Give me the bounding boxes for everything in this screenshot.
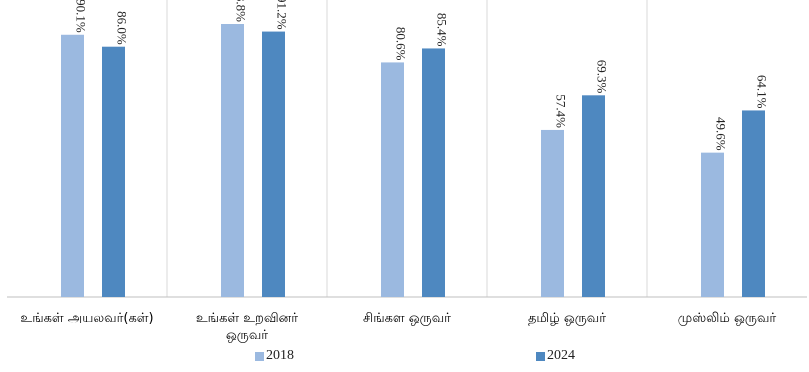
category-label-0: உங்கள் அயலவர்(கள்) <box>20 311 153 326</box>
data-label-2018-0: 90.1% <box>74 0 89 33</box>
data-label-2018-1: 93.8% <box>234 0 249 22</box>
category-label-3: தமிழ் ஒருவர் <box>528 311 606 326</box>
legend: 2018 2024 <box>0 348 809 368</box>
legend-swatch-2018 <box>255 351 264 361</box>
data-label-2018-2: 80.6% <box>394 27 409 61</box>
bar-2024-0 <box>102 46 125 297</box>
category-label-4: முஸ்லிம் ஒருவர் <box>678 311 777 326</box>
category-label-1: உங்கள் உறவினர் <box>196 311 298 326</box>
bar-2018-2 <box>381 62 404 298</box>
bar-2024-4 <box>742 110 765 297</box>
bar-2018-0 <box>61 34 84 298</box>
data-label-2024-2: 85.4% <box>435 13 450 47</box>
bar-2018-4 <box>701 152 724 297</box>
legend-label-2018: 2018 <box>266 348 294 363</box>
data-label-2024-0: 86.0% <box>115 11 130 45</box>
category-label-1-line2: ஒருவர் <box>226 328 268 343</box>
bar-2024-3 <box>582 95 605 297</box>
bar-2024-2 <box>422 48 445 298</box>
data-label-2024-4: 64.1% <box>755 75 770 109</box>
bar-2024-1 <box>262 31 285 297</box>
legend-swatch-2024 <box>536 351 545 361</box>
bar-chart: 90.1% 86.0% உங்கள் அயலவர்(கள்) 93.8% 91.2% உங… <box>7 0 807 343</box>
data-label-2018-3: 57.4% <box>554 94 569 128</box>
legend-label-2024: 2024 <box>547 348 575 363</box>
category-label-2: சிங்கள ஒருவர் <box>363 311 451 326</box>
bar-2018-1 <box>221 24 244 297</box>
legend-item-2024: 2024 <box>536 348 575 364</box>
legend-item-2018: 2018 <box>255 348 294 364</box>
data-label-2024-3: 69.3% <box>595 60 610 94</box>
bar-2018-3 <box>541 129 564 297</box>
data-label-2018-4: 49.6% <box>714 117 729 151</box>
data-label-2024-1: 91.2% <box>275 0 290 30</box>
